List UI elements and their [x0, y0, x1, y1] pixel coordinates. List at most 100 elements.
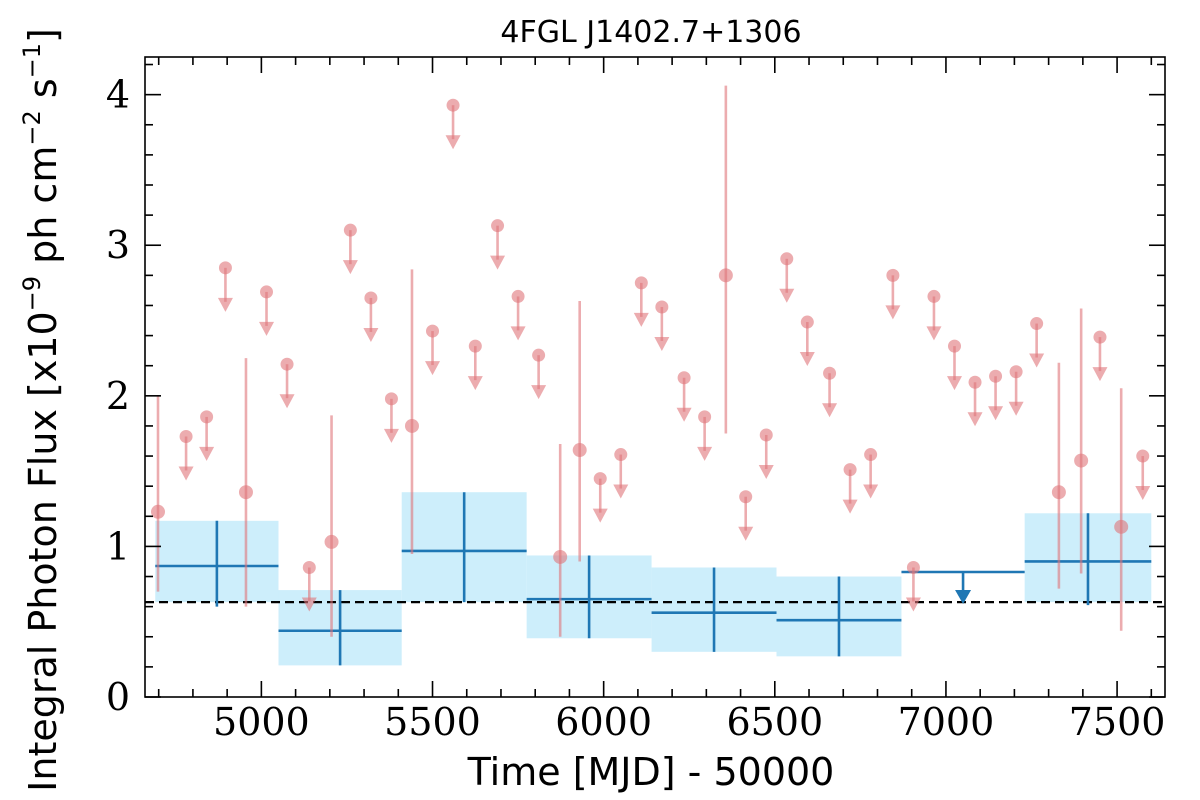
weekly-upper-limit-point [800, 315, 814, 329]
weekly-upper-limit-point [532, 348, 546, 362]
binned-flux-bands [155, 492, 1152, 666]
y-axis-label-exp2: −2 [18, 110, 46, 145]
weekly-upper-limit-arrow [842, 499, 858, 514]
x-tick-label: 7500 [1069, 700, 1166, 744]
y-axis-label-mid2: s [21, 78, 65, 110]
weekly-upper-limit-point [511, 289, 525, 303]
weekly-flux-point [1074, 453, 1089, 468]
x-tick-label: 6000 [555, 700, 652, 744]
weekly-upper-limit-arrow [342, 260, 358, 275]
weekly-upper-limit-point [739, 490, 753, 504]
weekly-upper-limit-arrow [301, 597, 317, 612]
weekly-upper-limit-point [260, 285, 274, 299]
weekly-upper-limit-arrow [1135, 486, 1151, 501]
weekly-upper-limit-arrow [946, 376, 962, 391]
weekly-upper-limit-point [179, 429, 193, 443]
weekly-upper-limit-point [384, 392, 398, 406]
plot-frame [144, 56, 1166, 698]
weekly-upper-limit-point [343, 223, 357, 237]
weekly-upper-limit-point [843, 463, 857, 477]
weekly-upper-limit-arrow [779, 288, 795, 303]
x-tick-label: 5000 [213, 700, 310, 744]
weekly-upper-limit-arrow [1008, 401, 1024, 416]
weekly-upper-limit-point [426, 324, 440, 338]
weekly-flux-point [718, 268, 733, 283]
y-axis-label-exp1: −9 [18, 276, 46, 311]
weekly-upper-limit-point [906, 560, 920, 574]
weekly-upper-limit-point [989, 369, 1003, 383]
weekly-upper-limit-arrow [279, 394, 295, 409]
binned-flux-layer [155, 492, 1152, 666]
weekly-upper-limit-point [655, 300, 669, 314]
weekly-upper-limit-arrow [885, 305, 901, 320]
weekly-upper-limit-point [491, 219, 505, 233]
weekly-upper-limit-point [968, 375, 982, 389]
y-tick-label: 1 [106, 524, 130, 568]
axis-ticks: 5000 5500 6000 6500 7000 7500 0 1 2 3 4 [106, 57, 1166, 744]
weekly-upper-limit-point [823, 366, 837, 380]
weekly-upper-limit-arrow [1029, 353, 1045, 368]
weekly-upper-limit-point [1030, 317, 1044, 331]
weekly-upper-limit-point [698, 410, 712, 424]
y-axis-label-prefix: Integral Photon Flux [x10 [21, 311, 65, 792]
weekly-upper-limit-point [947, 339, 961, 353]
weekly-upper-limit-arrow [592, 508, 608, 523]
x-axis-label: Time [MJD] - 50000 [467, 750, 835, 794]
weekly-upper-limit-arrow [738, 526, 754, 541]
weekly-upper-limit-point [468, 339, 482, 353]
weekly-flux-point [1114, 519, 1129, 534]
weekly-upper-limit-arrow [863, 484, 879, 499]
weekly-flux-point [1051, 485, 1066, 500]
y-axis-label: Integral Photon Flux [x10−9 ph cm−2 s−1] [18, 28, 65, 792]
weekly-upper-limit-point [1136, 449, 1150, 463]
weekly-upper-limit-arrow [259, 321, 275, 336]
x-tick-label: 7000 [898, 700, 995, 744]
weekly-upper-limit-arrow [425, 361, 441, 376]
weekly-upper-limit-point [886, 268, 900, 282]
weekly-upper-limit-arrow [510, 326, 526, 341]
weekly-upper-limit-arrow [926, 326, 942, 341]
weekly-upper-limit-arrow [445, 135, 461, 150]
weekly-upper-limit-point [593, 472, 607, 486]
weekly-flux-point [553, 549, 568, 564]
x-tick-label: 6500 [726, 700, 823, 744]
weekly-upper-limit-point [446, 98, 460, 112]
weekly-upper-limit-arrow [967, 412, 983, 427]
weekly-upper-limit-arrow [490, 255, 506, 270]
weekly-upper-limit-arrow [467, 376, 483, 391]
weekly-flux-point [572, 443, 587, 458]
weekly-upper-limit-point [302, 560, 316, 574]
weekly-upper-limit-point [218, 261, 232, 275]
weekly-upper-limit-arrow [531, 385, 547, 400]
weekly-upper-limit-point [780, 252, 794, 266]
weekly-upper-limit-arrow [697, 446, 713, 461]
weekly-upper-limit-point [864, 448, 878, 462]
y-axis-label-exp3: −1 [18, 43, 46, 78]
weekly-flux-layer [151, 85, 1151, 637]
y-tick-label: 3 [106, 223, 130, 267]
x-tick-label: 5500 [384, 700, 481, 744]
weekly-flux-point [238, 485, 253, 500]
weekly-upper-limit-point [677, 371, 691, 385]
weekly-upper-limit-point [927, 289, 941, 303]
weekly-upper-limit-point [614, 448, 628, 462]
weekly-upper-limit-arrow [633, 312, 649, 327]
weekly-upper-limit-point [200, 410, 214, 424]
chart-title: 4FGL J1402.7+1306 [500, 15, 801, 50]
y-tick-label: 0 [106, 675, 130, 719]
weekly-flux-point [404, 418, 419, 433]
weekly-upper-limit-point [1009, 365, 1023, 379]
y-axis-label-suffix: ] [21, 28, 65, 43]
weekly-upper-limit-arrow [799, 352, 815, 367]
weekly-upper-limit-arrow [905, 597, 921, 612]
weekly-upper-limit-arrow [654, 336, 670, 351]
weekly-upper-limit-arrow [199, 446, 215, 461]
weekly-upper-limit-point [280, 357, 294, 371]
weekly-upper-limit-arrow [178, 466, 194, 481]
weekly-upper-limit-point [759, 428, 773, 442]
weekly-upper-limit-arrow [1092, 367, 1108, 382]
weekly-upper-limit-arrow [676, 407, 692, 422]
y-axis-label-mid1: ph cm [21, 146, 65, 276]
weekly-upper-limit-point [634, 276, 648, 290]
